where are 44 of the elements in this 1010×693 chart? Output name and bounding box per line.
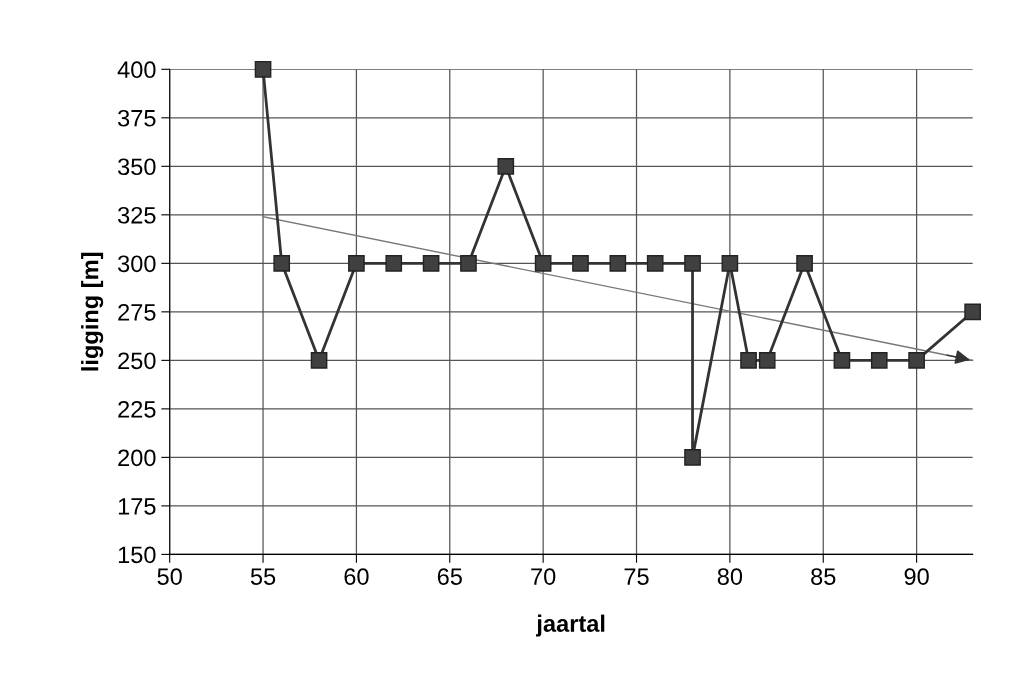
point [870, 352, 888, 369]
y-tick-label: 375 [118, 109, 156, 127]
point [534, 255, 552, 272]
y-tick-label: 200 [118, 449, 156, 467]
point [964, 303, 981, 321]
point [254, 60, 272, 78]
point [348, 255, 365, 272]
point [385, 255, 403, 272]
x-tick-label: 50 [157, 568, 182, 585]
y-axis-title: ligging [m] [81, 252, 104, 371]
point [684, 449, 701, 466]
point [460, 255, 477, 272]
x-tick-label: 60 [344, 568, 369, 585]
point [609, 255, 627, 272]
x-tick-label: 65 [437, 568, 462, 585]
y-tick-label: 325 [118, 206, 156, 224]
point [422, 255, 440, 272]
point [310, 352, 328, 369]
point [833, 352, 851, 369]
x-tick-label: 85 [811, 568, 836, 585]
point [721, 255, 739, 272]
x-tick-label: 75 [624, 568, 649, 585]
y-tick-label: 400 [117, 61, 156, 79]
point [572, 255, 589, 272]
y-tick-label: 350 [118, 158, 156, 176]
y-tick-label: 150 [118, 546, 156, 564]
y-tick-label: 250 [118, 352, 156, 370]
point [497, 157, 515, 175]
x-tick-label: 80 [717, 568, 743, 585]
point [908, 352, 925, 369]
point [273, 255, 291, 272]
x-axis-title: jaartal [536, 614, 605, 637]
y-tick-label: 300 [118, 255, 156, 273]
x-tick-label: 70 [531, 568, 556, 585]
point [684, 255, 701, 272]
point [796, 255, 813, 272]
x-tick-label: 90 [904, 568, 929, 585]
y-tick-label: 275 [118, 303, 156, 321]
y-tick-label: 175 [118, 498, 156, 515]
y-tick-label: 225 [118, 400, 156, 418]
point [740, 352, 757, 369]
point [758, 352, 776, 369]
point [646, 255, 664, 272]
x-tick-label: 55 [250, 568, 276, 585]
